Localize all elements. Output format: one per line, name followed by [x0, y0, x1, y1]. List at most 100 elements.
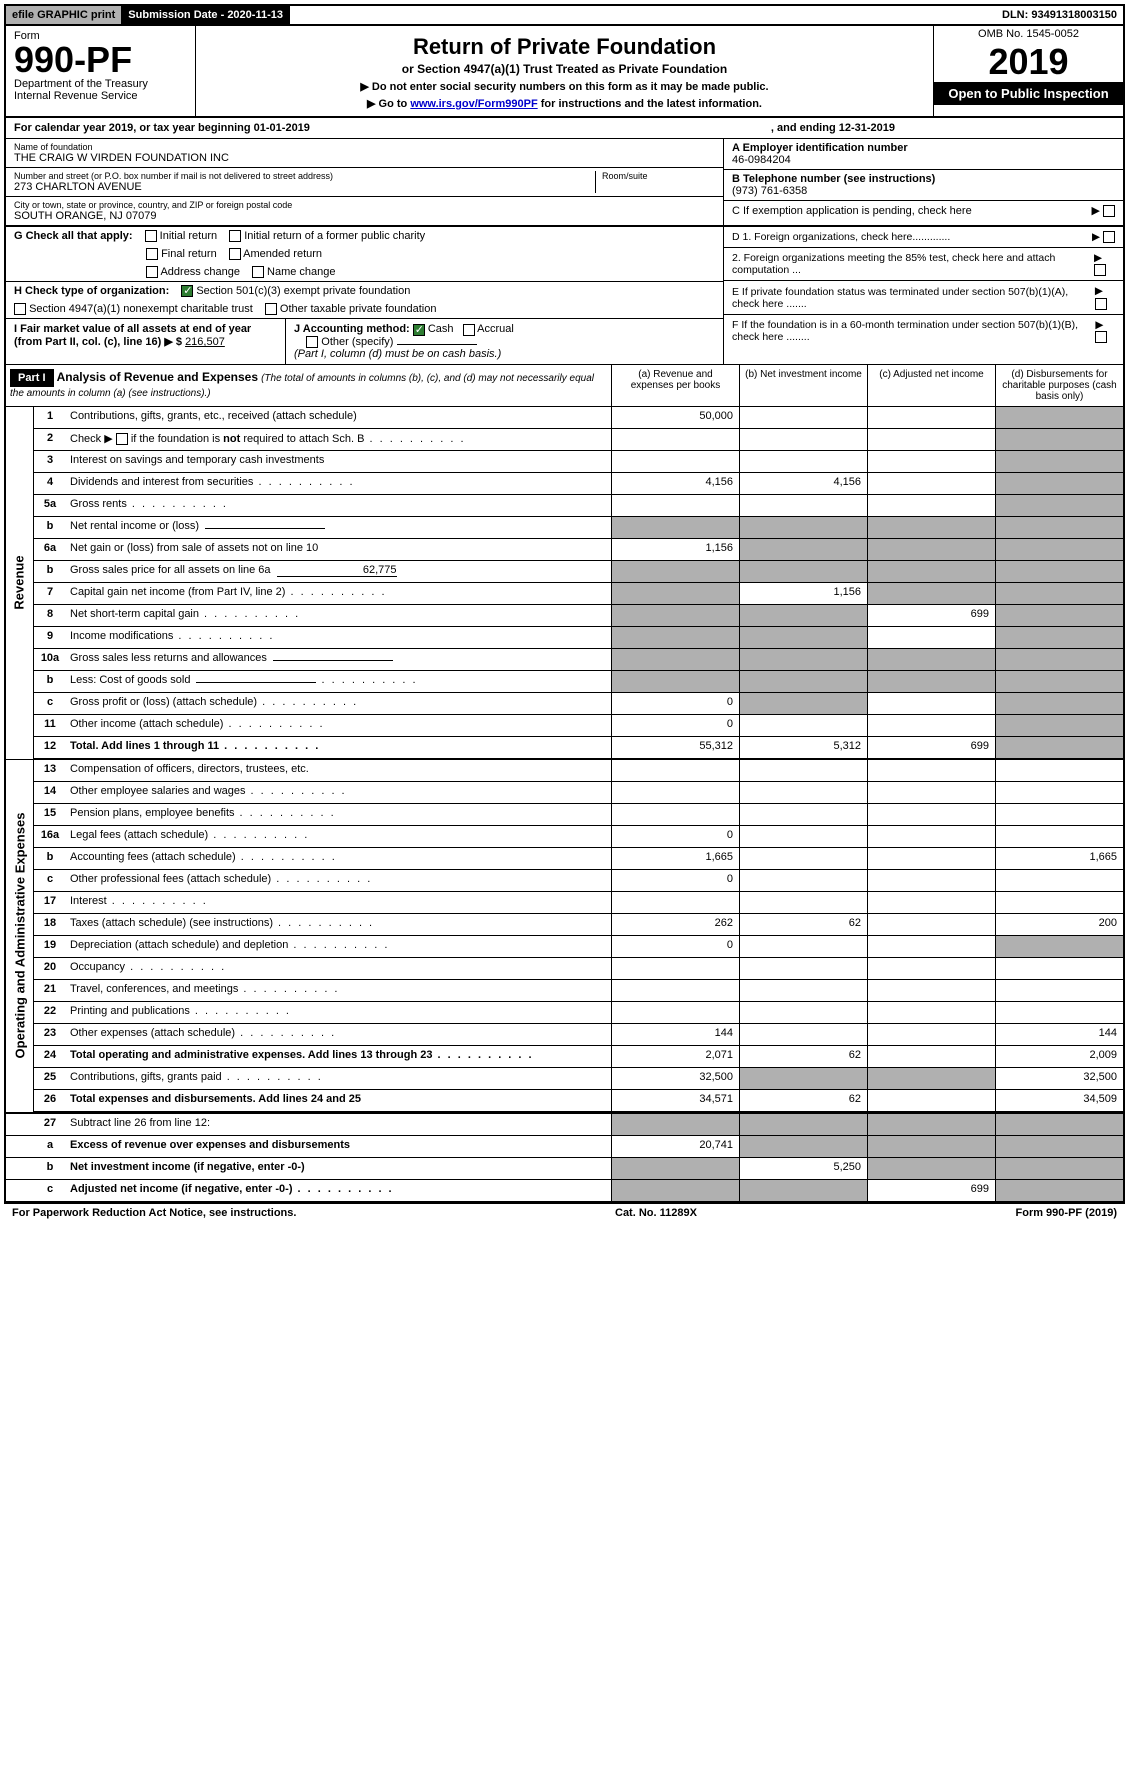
- amt-col-b: [739, 1114, 867, 1135]
- city-state-zip: SOUTH ORANGE, NJ 07079: [14, 210, 715, 222]
- row-num: 15: [34, 804, 66, 825]
- initial-return-chk[interactable]: [145, 230, 157, 242]
- amt-col-c: [867, 693, 995, 714]
- form-header: Form 990-PF Department of the Treasury I…: [6, 26, 1123, 118]
- name-change-chk[interactable]: [252, 266, 264, 278]
- d1-chk[interactable]: [1103, 231, 1115, 243]
- table-row: 8Net short-term capital gain699: [34, 605, 1123, 627]
- amt-col-b: [739, 782, 867, 803]
- amt-col-c: [867, 870, 995, 891]
- tel-cell: B Telephone number (see instructions) (9…: [724, 170, 1123, 201]
- row-num: 6a: [34, 539, 66, 560]
- d2-chk[interactable]: [1094, 264, 1106, 276]
- amt-col-d: [995, 715, 1123, 736]
- page-footer: For Paperwork Reduction Act Notice, see …: [4, 1204, 1125, 1222]
- amt-col-b: [739, 561, 867, 582]
- other-taxable-chk[interactable]: [265, 303, 277, 315]
- expenses-vert-label: Operating and Administrative Expenses: [6, 760, 34, 1112]
- final-return-chk[interactable]: [146, 248, 158, 260]
- room-label: Room/suite: [602, 171, 715, 181]
- header-right: OMB No. 1545-0052 2019 Open to Public In…: [933, 26, 1123, 116]
- amt-col-b: [739, 1002, 867, 1023]
- row-desc: Capital gain net income (from Part IV, l…: [66, 583, 611, 604]
- amt-col-b: 62: [739, 914, 867, 935]
- row-desc: Printing and publications: [66, 1002, 611, 1023]
- cash-chk[interactable]: [413, 324, 425, 336]
- amt-col-c: [867, 473, 995, 494]
- row-desc: Interest on savings and temporary cash i…: [66, 451, 611, 472]
- omb-number: OMB No. 1545-0052: [934, 26, 1123, 42]
- row-num: 13: [34, 760, 66, 781]
- 501c3-chk[interactable]: [181, 285, 193, 297]
- f-chk[interactable]: [1095, 331, 1107, 343]
- amended-return-chk[interactable]: [229, 248, 241, 260]
- row-desc: Contributions, gifts, grants, etc., rece…: [66, 407, 611, 428]
- row-desc: Occupancy: [66, 958, 611, 979]
- amt-col-b: [739, 605, 867, 626]
- form-title: Return of Private Foundation: [202, 34, 927, 60]
- amt-col-a: [611, 1002, 739, 1023]
- amt-col-b: [739, 429, 867, 450]
- amt-col-b: [739, 826, 867, 847]
- table-row: 7Capital gain net income (from Part IV, …: [34, 583, 1123, 605]
- row-num: b: [34, 561, 66, 582]
- amt-col-d: [995, 782, 1123, 803]
- row-desc: Taxes (attach schedule) (see instruction…: [66, 914, 611, 935]
- row-desc: Depreciation (attach schedule) and deple…: [66, 936, 611, 957]
- row-desc: Other employee salaries and wages: [66, 782, 611, 803]
- table-row: 13Compensation of officers, directors, t…: [34, 760, 1123, 782]
- amt-col-c: [867, 407, 995, 428]
- row-num: 1: [34, 407, 66, 428]
- amt-col-d: 1,665: [995, 848, 1123, 869]
- amt-col-a: 50,000: [611, 407, 739, 428]
- instr-2-post: for instructions and the latest informat…: [538, 98, 762, 110]
- amt-col-c: [867, 495, 995, 516]
- amt-col-c: [867, 892, 995, 913]
- irs-link[interactable]: www.irs.gov/Form990PF: [410, 98, 537, 110]
- amt-col-a: [611, 605, 739, 626]
- other-method-chk[interactable]: [306, 336, 318, 348]
- table-row: cGross profit or (loss) (attach schedule…: [34, 693, 1123, 715]
- amt-col-a: [611, 892, 739, 913]
- amt-col-d: [995, 1114, 1123, 1135]
- col-a-header: (a) Revenue and expenses per books: [611, 365, 739, 406]
- amt-col-a: 4,156: [611, 473, 739, 494]
- dept-line-2: Internal Revenue Service: [14, 90, 187, 102]
- amended-return-label: Amended return: [243, 248, 322, 260]
- accrual-label: Accrual: [477, 323, 514, 335]
- table-row: 16aLegal fees (attach schedule)0: [34, 826, 1123, 848]
- row-num: 23: [34, 1024, 66, 1045]
- ij-row: I Fair market value of all assets at end…: [6, 319, 723, 363]
- amt-col-d: [995, 936, 1123, 957]
- e-chk[interactable]: [1095, 298, 1107, 310]
- row-desc: Dividends and interest from securities: [66, 473, 611, 494]
- g-line-2: Final return Amended return: [6, 245, 723, 263]
- amt-col-b: 5,312: [739, 737, 867, 758]
- final-return-label: Final return: [161, 248, 217, 260]
- c-checkbox[interactable]: [1103, 205, 1115, 217]
- amt-col-c: [867, 914, 995, 935]
- row-desc: Accounting fees (attach schedule): [66, 848, 611, 869]
- street-address: 273 CHARLTON AVENUE: [14, 181, 595, 193]
- expenses-label: Operating and Administrative Expenses: [12, 813, 27, 1059]
- row-desc: Total operating and administrative expen…: [66, 1046, 611, 1067]
- amt-col-c: [867, 451, 995, 472]
- amt-col-a: [611, 649, 739, 670]
- amt-col-d: 2,009: [995, 1046, 1123, 1067]
- amt-col-c: [867, 1068, 995, 1089]
- row-desc: Legal fees (attach schedule): [66, 826, 611, 847]
- addr-change-chk[interactable]: [146, 266, 158, 278]
- accrual-chk[interactable]: [463, 324, 475, 336]
- amt-col-b: [739, 892, 867, 913]
- other-taxable-label: Other taxable private foundation: [280, 303, 437, 315]
- amt-col-d: [995, 870, 1123, 891]
- 4947-chk[interactable]: [14, 303, 26, 315]
- initial-former-chk[interactable]: [229, 230, 241, 242]
- row-num: 4: [34, 473, 66, 494]
- table-row: 21Travel, conferences, and meetings: [34, 980, 1123, 1002]
- row-num: a: [34, 1136, 66, 1157]
- i-value: 216,507: [185, 336, 225, 348]
- amt-col-c: [867, 1090, 995, 1111]
- addr-label: Number and street (or P.O. box number if…: [14, 171, 595, 181]
- amt-col-d: [995, 649, 1123, 670]
